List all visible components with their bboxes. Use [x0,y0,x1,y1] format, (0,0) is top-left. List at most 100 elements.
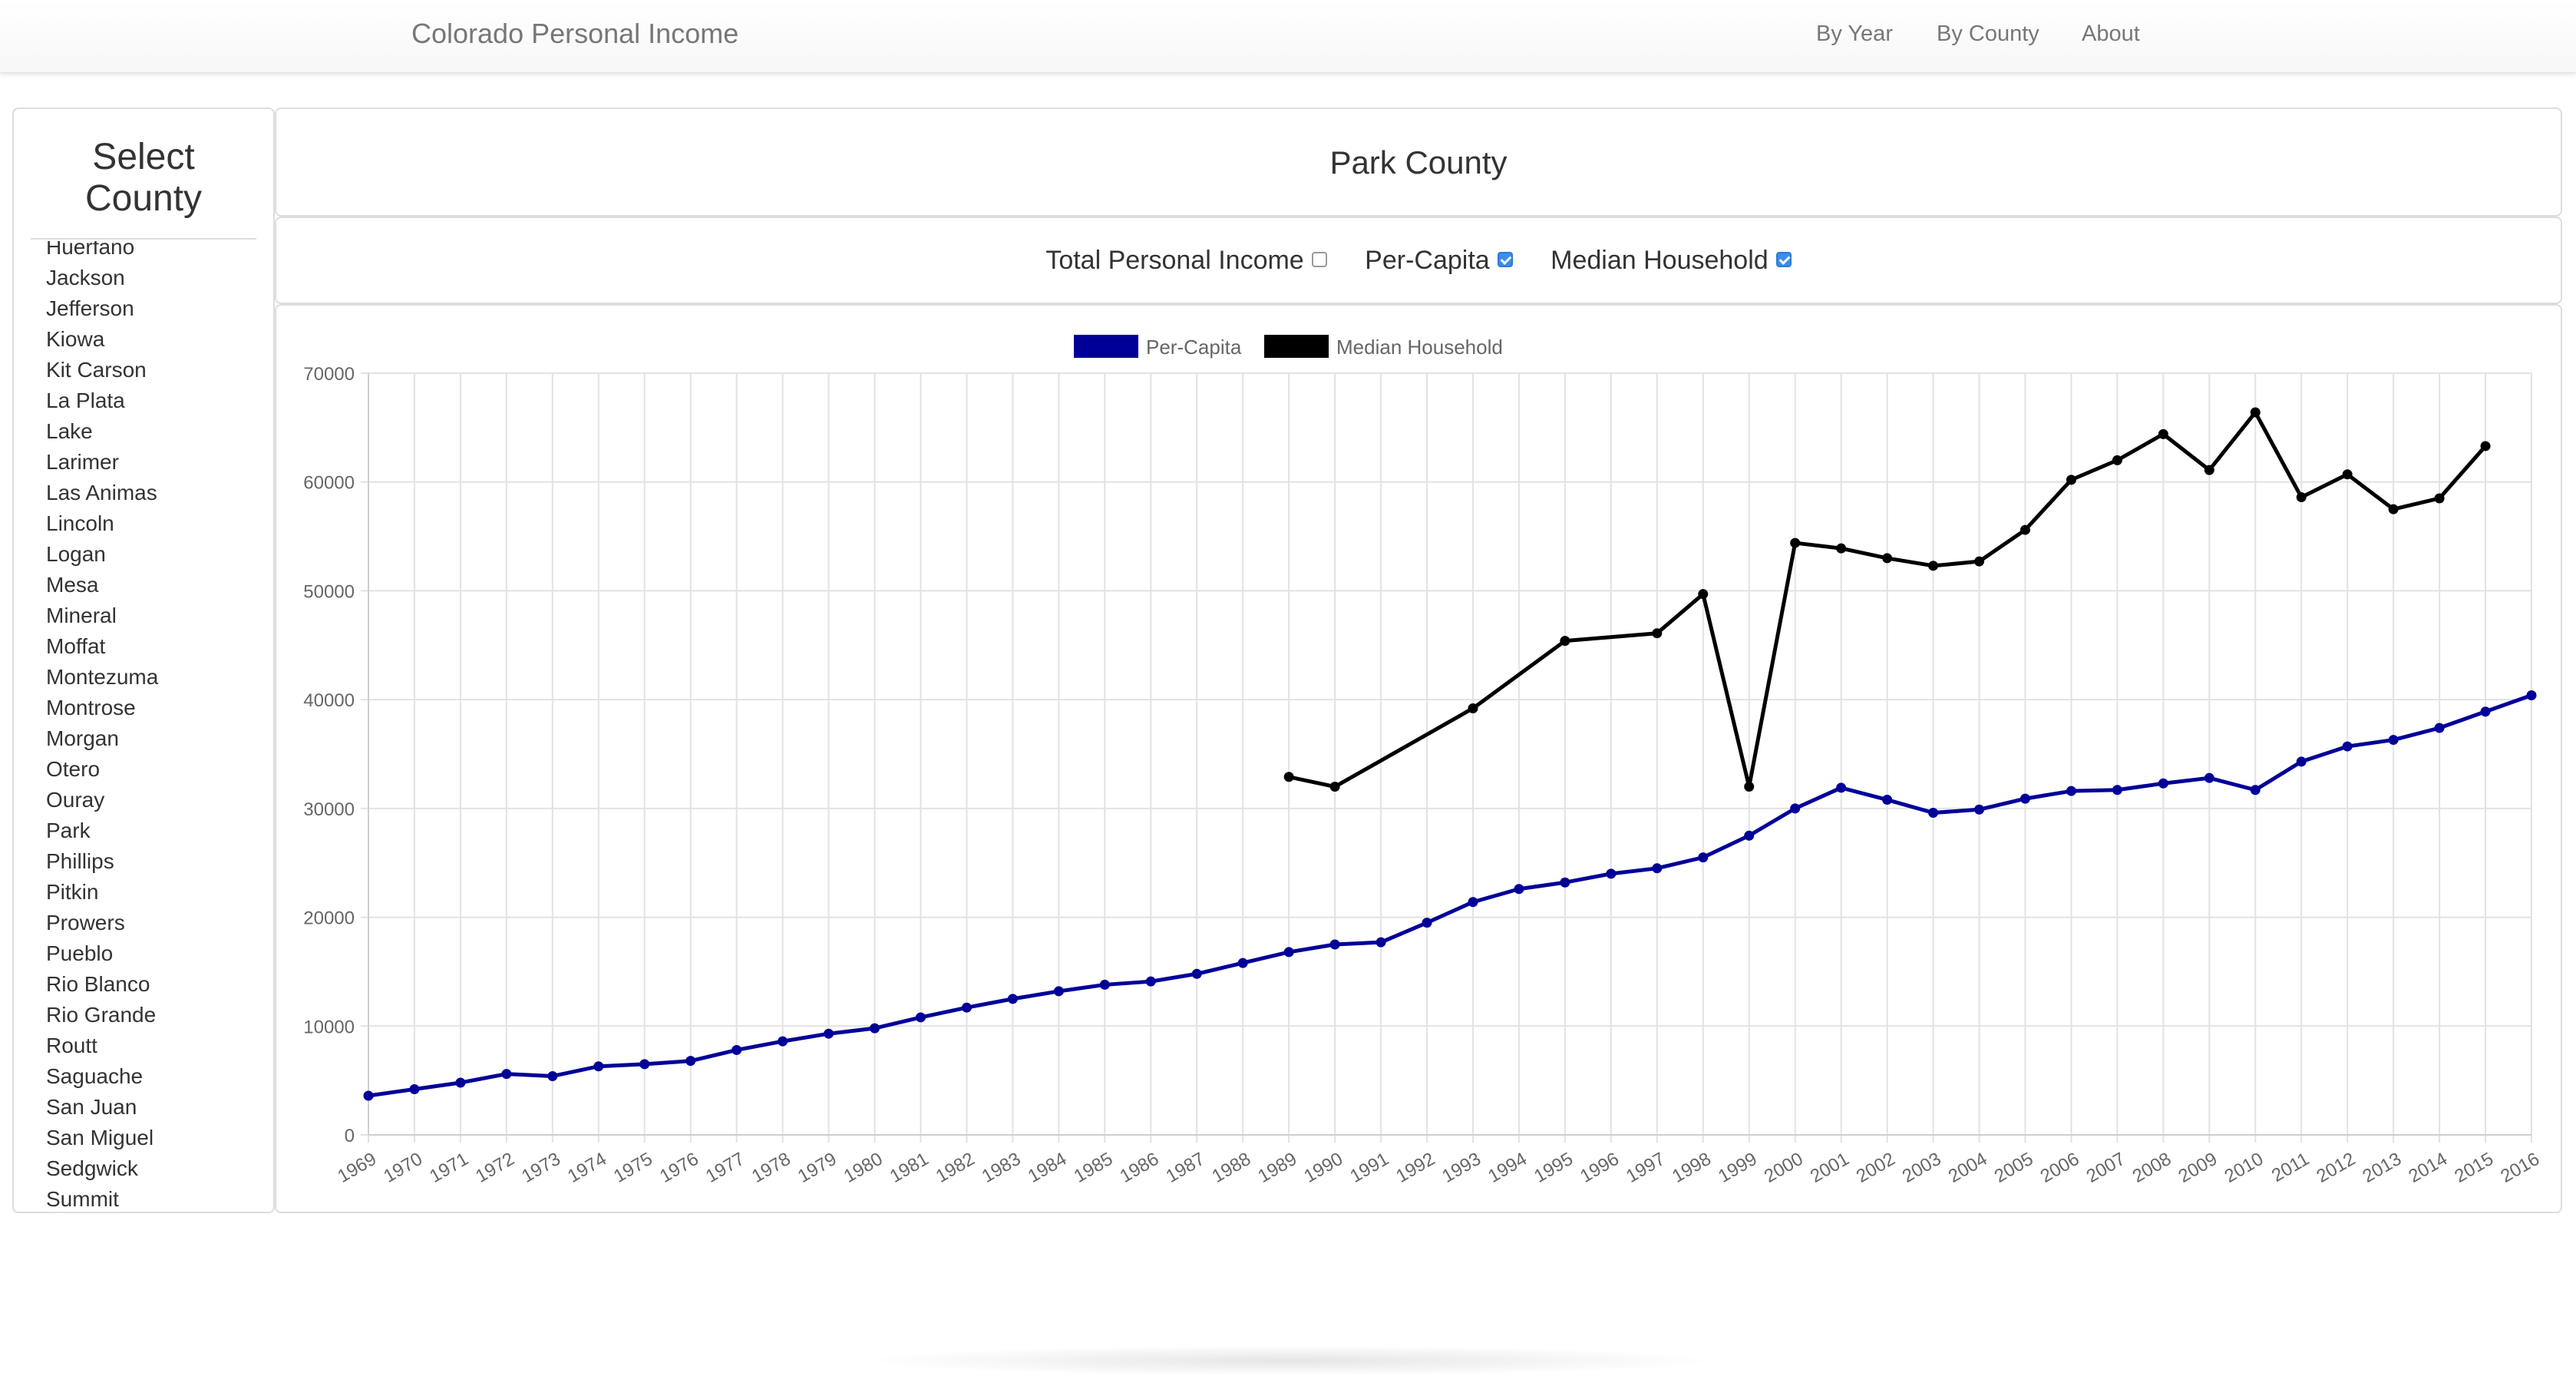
county-item[interactable]: Kit Carson [46,358,147,382]
county-item[interactable]: San Miguel [46,1126,154,1150]
x-tick-label: 2013 [2359,1149,2405,1187]
county-item[interactable]: Park [46,819,91,843]
x-tick-label: 1975 [610,1149,656,1187]
county-item[interactable]: Mesa [46,573,98,597]
data-point [547,1071,557,1081]
y-tick-label: 50000 [303,581,355,602]
county-item[interactable]: Phillips [46,849,114,874]
data-point [2481,706,2491,716]
data-point [593,1061,603,1071]
county-item[interactable]: Prowers [46,911,125,935]
brand-link[interactable]: Colorado Personal Income [411,18,738,50]
series-per-capita [364,690,2537,1101]
data-point [1698,852,1708,862]
data-point [2389,735,2399,745]
x-tick-label: 1988 [1208,1149,1254,1187]
x-tick-label: 1987 [1162,1149,1208,1187]
data-point [2481,441,2491,451]
page-title: Park County [276,144,2561,181]
total-personal-income-checkbox[interactable] [1312,252,1327,267]
county-item[interactable]: Moffat [46,634,105,659]
data-point [1790,538,1800,548]
filter-label: Per-Capita [1365,246,1490,275]
data-point [1882,795,1892,805]
median-household-checkbox[interactable] [1776,252,1792,267]
county-item[interactable]: Lincoln [46,511,114,536]
county-item[interactable]: Morgan [46,726,119,751]
county-item[interactable]: Rio Grande [46,1003,156,1027]
x-tick-label: 1991 [1346,1149,1392,1187]
county-list[interactable]: Huerfano Jackson Jefferson Kiowa Kit Carson L… [14,241,273,1305]
nav-link-by-year[interactable]: By Year [1816,22,1893,47]
x-tick-label: 1998 [1669,1149,1715,1187]
chart-panel: 0 10000 20000 30000 40000 50000 60000 70000 1969… [275,304,2562,1213]
x-tick-label: 2000 [1761,1149,1807,1187]
x-tick-label: 2014 [2405,1149,2451,1187]
data-point [2158,429,2168,439]
county-item[interactable]: Pitkin [46,880,98,905]
x-tick-label: 1982 [933,1149,979,1187]
data-point [2297,756,2307,766]
data-point [1330,940,1340,950]
county-item[interactable]: Ouray [46,788,104,812]
data-point [685,1056,695,1066]
county-item[interactable]: Lake [46,419,93,444]
data-point [1100,980,1110,990]
county-item[interactable]: Kiowa [46,327,104,352]
y-tick-label: 60000 [303,473,355,494]
data-point [1652,628,1662,638]
data-point [409,1084,419,1094]
x-tick-label: 1996 [1577,1149,1623,1187]
filter-total-personal-income[interactable]: Total Personal Income [1045,246,1326,276]
county-item[interactable]: Pueblo [46,941,113,966]
county-item[interactable]: Jefferson [46,296,134,321]
x-tick-label: 1995 [1531,1149,1577,1187]
county-item[interactable]: Montrose [46,696,136,720]
x-tick-label: 1994 [1485,1149,1531,1187]
county-item[interactable]: Routt [46,1034,97,1058]
sidebar-title: Select County [14,137,273,220]
x-tick-label: 1986 [1117,1149,1163,1187]
county-sidebar: Select County Huerfano Jackson Jefferson Ki… [12,108,275,1213]
data-point [2251,785,2261,795]
county-item[interactable]: La Plata [46,389,125,413]
data-point [1468,703,1478,713]
county-item[interactable]: Huerfano [46,241,134,260]
county-item[interactable]: Sedgwick [46,1156,138,1181]
data-point [1192,969,1202,979]
footer-shadow [860,1345,1719,1376]
data-point [2204,465,2214,475]
county-item[interactable]: Saguache [46,1064,143,1089]
data-point [1744,831,1754,841]
data-point [1928,561,1938,571]
nav-link-about[interactable]: About [2082,22,2140,47]
county-item[interactable]: Mineral [46,604,117,628]
county-item[interactable]: Las Animas [46,481,157,505]
nav-link-by-county[interactable]: By County [1937,22,2039,47]
title-panel: Park County [275,108,2562,217]
filter-median-household[interactable]: Median Household [1551,246,1792,276]
county-item[interactable]: Rio Blanco [46,972,150,997]
x-tick-label: 1979 [794,1149,841,1187]
county-item[interactable]: Larimer [46,450,119,475]
x-tick-label: 1972 [472,1149,518,1187]
x-tick-label: 2007 [2083,1149,2129,1187]
county-item[interactable]: Otero [46,757,100,782]
x-tick-label: 1977 [702,1149,748,1187]
county-item[interactable]: Montezuma [46,665,158,690]
data-point [2297,492,2307,502]
county-item[interactable]: Jackson [46,266,125,290]
data-point [2389,504,2399,514]
legend-label: Median Household [1336,336,1503,359]
county-item[interactable]: Logan [46,542,106,567]
x-tick-label: 1997 [1623,1149,1669,1187]
county-item[interactable]: Summit [46,1187,119,1212]
legend-swatch [1074,335,1138,358]
data-point [1330,782,1340,792]
data-point [1744,782,1754,792]
per-capita-checkbox[interactable] [1498,252,1513,267]
x-tick-label: 1969 [334,1149,380,1187]
data-point [1974,805,1984,815]
filter-per-capita[interactable]: Per-Capita [1365,246,1513,276]
county-item[interactable]: San Juan [46,1095,137,1120]
